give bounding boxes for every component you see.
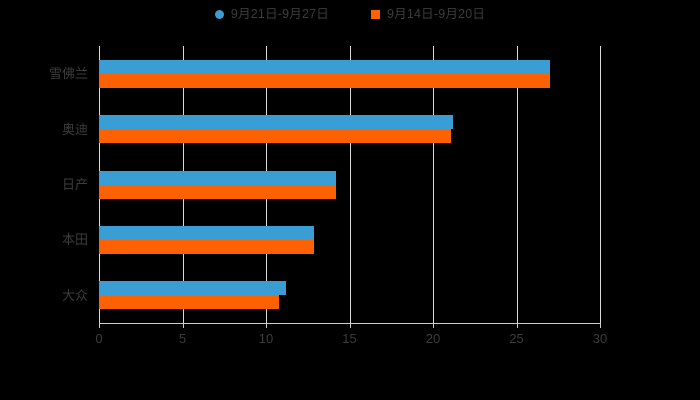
x-axis-tick [99, 323, 100, 328]
x-axis-tick-label: 10 [258, 331, 274, 346]
x-axis-tick [182, 323, 184, 328]
x-axis-tick [600, 323, 601, 328]
bar[interactable] [99, 225, 315, 240]
bar[interactable] [99, 59, 550, 74]
y-axis-label: 奥迪 [61, 121, 88, 137]
x-axis-tick-label: 15 [342, 331, 357, 346]
x-axis-tick [349, 323, 351, 328]
legend-item-series-1[interactable]: 9月14日-9月20日 [371, 8, 485, 21]
x-axis-tick-label: 20 [425, 331, 441, 346]
legend-marker-square-icon [371, 9, 380, 19]
y-axis-label: 雪佛兰 [48, 66, 88, 82]
y-axis-label: 大众 [61, 287, 88, 303]
gridline [516, 46, 518, 323]
gridline [600, 46, 601, 323]
x-axis-tick [433, 323, 434, 328]
y-axis-label: 日产 [61, 177, 88, 192]
x-axis-tick-label: 30 [592, 331, 608, 346]
bar[interactable] [99, 73, 550, 88]
bar[interactable] [99, 239, 315, 254]
x-axis-tick-label: 0 [95, 331, 103, 346]
x-axis-tick-label: 5 [178, 331, 187, 346]
x-axis-tick-label: 25 [509, 331, 524, 346]
plot-area [99, 46, 601, 323]
bar[interactable] [99, 281, 287, 296]
y-axis-labels: 大众 本田 日产 奥迪 雪佛兰 [0, 46, 88, 323]
legend-label-series-1: 9月14日-9月20日 [387, 7, 486, 21]
legend-marker-dot-icon [214, 9, 224, 19]
bar[interactable] [99, 295, 280, 310]
x-axis-tick [516, 323, 518, 328]
bar[interactable] [99, 170, 337, 185]
bar[interactable] [99, 184, 337, 199]
gridline [349, 46, 351, 323]
gridline [433, 46, 434, 323]
y-axis-label: 本田 [61, 232, 88, 248]
bar[interactable] [99, 129, 452, 144]
x-axis-tick-labels: 0 5 10 15 20 25 30 [0, 332, 700, 352]
bar[interactable] [99, 115, 454, 130]
chart-legend: 9月21日-9月27日 9月14日-9月20日 [0, 8, 700, 21]
x-axis-tick [266, 323, 267, 328]
legend-label-series-0: 9月21日-9月27日 [230, 7, 329, 21]
legend-item-series-0[interactable]: 9月21日-9月27日 [214, 7, 329, 21]
